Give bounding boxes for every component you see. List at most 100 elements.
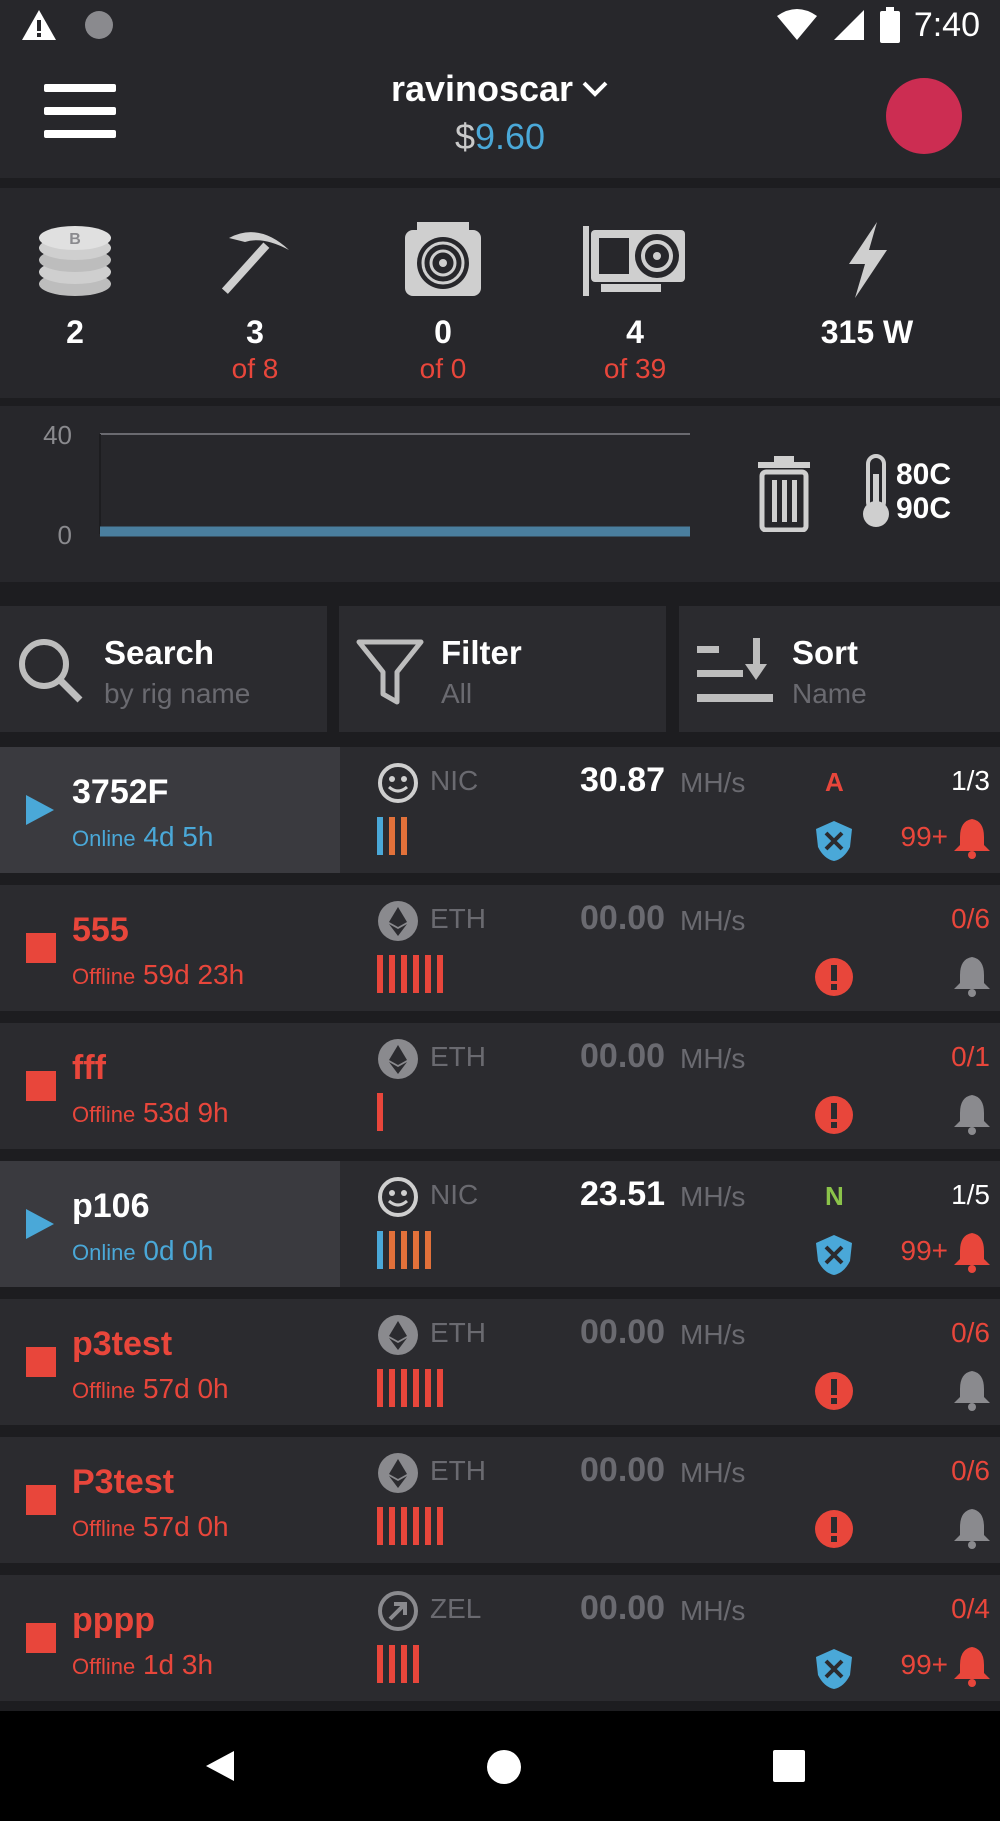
rig-status-toggle[interactable]	[24, 1483, 58, 1522]
stat-power[interactable]: 315 W	[790, 220, 944, 351]
rig-uptime: 4d 5h	[143, 821, 214, 852]
rig-uptime: 0d 0h	[143, 1235, 214, 1266]
rig-notifications[interactable]: 99+	[901, 1643, 993, 1687]
filter-title: Filter	[441, 634, 522, 671]
rig-status-toggle[interactable]	[24, 1345, 58, 1384]
bell-icon	[954, 1371, 990, 1411]
rig-name: p3test	[72, 1325, 173, 1363]
rig-hashrate: 00.00	[580, 899, 666, 937]
rig-status-toggle[interactable]	[24, 1621, 58, 1660]
hashrate-unit: MH/s	[680, 1043, 746, 1074]
rig-status-toggle[interactable]	[24, 793, 56, 832]
thermometer-icon	[863, 454, 889, 527]
trash-icon[interactable]	[756, 456, 812, 532]
account-balance: $9.60	[0, 116, 1000, 158]
error-alert-icon	[815, 1372, 853, 1410]
rig-uptime: 57d 0h	[142, 1511, 229, 1542]
stat-gpus[interactable]: 4 of 39	[560, 220, 710, 385]
rig-row[interactable]: 555 Offline 59d 23h ETH 00.00 MH/s 0/6	[0, 885, 1000, 1011]
stop-icon	[26, 933, 56, 963]
bell-icon	[954, 957, 990, 997]
rig-status-toggle[interactable]	[24, 931, 58, 970]
asic-icon	[405, 222, 481, 296]
rig-row[interactable]: p3test Offline 57d 0h ETH 00.00 MH/s 0/6	[0, 1299, 1000, 1425]
rig-state: Offline	[72, 1516, 136, 1541]
stat-rigs[interactable]: 3 of 8	[180, 220, 330, 385]
clock: 7:40	[913, 5, 980, 44]
bell-icon	[954, 1233, 990, 1273]
gpu-status-bars	[377, 1093, 383, 1131]
rig-summary[interactable]: fff Offline 53d 9h	[0, 1023, 340, 1149]
stat-coins[interactable]: B 2	[0, 220, 150, 351]
stat-asics[interactable]: 0 of 0	[368, 220, 518, 385]
gpu-status-bar	[389, 1507, 395, 1545]
rig-gpu-count: 0/1	[951, 1041, 990, 1072]
wifi-icon	[776, 9, 817, 40]
hashrate-unit: MH/s	[680, 1595, 746, 1626]
rig-notifications[interactable]: 99+	[901, 815, 993, 859]
search-button[interactable]: Search by rig name	[0, 606, 327, 732]
rig-notifications[interactable]	[952, 1091, 992, 1135]
temperature-thresholds[interactable]: 80C 90C	[858, 454, 951, 530]
rig-row[interactable]: 3752F Online 4d 5h NIC 30.87 MH/s A 1/3 99+	[0, 747, 1000, 873]
recents-icon	[773, 1750, 805, 1782]
rig-gpu-count: 0/6	[951, 903, 990, 934]
sort-button[interactable]: Sort Name	[679, 606, 1000, 732]
menu-button[interactable]	[44, 84, 116, 146]
summary-stats: B 2 3 of 8 0 of 0 4 of 39	[0, 188, 1000, 398]
filter-button[interactable]: Filter All	[339, 606, 666, 732]
rig-summary[interactable]: P3test Offline 57d 0h	[0, 1437, 340, 1563]
rig-status-toggle[interactable]	[24, 1069, 58, 1108]
hashrate-chart: 40 0	[43, 420, 690, 550]
rig-summary[interactable]: p3test Offline 57d 0h	[0, 1299, 340, 1425]
temp-threshold-1: 80C	[896, 458, 952, 491]
rig-summary[interactable]: pppp Offline 1d 3h	[0, 1575, 340, 1701]
avatar[interactable]	[886, 78, 962, 154]
rig-status-toggle[interactable]	[24, 1207, 56, 1246]
back-icon	[206, 1751, 234, 1781]
rig-row[interactable]: P3test Offline 57d 0h ETH 00.00 MH/s 0/6	[0, 1437, 1000, 1563]
rig-gpu-count: 1/5	[951, 1179, 990, 1210]
rig-coin: ETH	[430, 903, 486, 934]
rig-summary[interactable]: p106 Online 0d 0h	[0, 1161, 340, 1287]
rig-summary[interactable]: 3752F Online 4d 5h	[0, 747, 340, 873]
bell-icon	[954, 819, 990, 859]
coin-icon-wrap	[376, 1175, 420, 1224]
rig-notifications[interactable]	[952, 953, 992, 997]
pool-shield-icon	[816, 821, 852, 861]
account-name-row[interactable]: ravinoscar	[391, 68, 609, 110]
sort-title: Sort	[792, 634, 858, 671]
balance-amount: 9.60	[474, 116, 546, 157]
hashrate-unit: MH/s	[680, 767, 746, 798]
back-button[interactable]	[204, 1749, 236, 1788]
gpu-status-bar	[401, 817, 407, 855]
rig-coin: ETH	[430, 1041, 486, 1072]
rig-row[interactable]: fff Offline 53d 9h ETH 00.00 MH/s 0/1	[0, 1023, 1000, 1149]
rig-name: P3test	[72, 1463, 175, 1501]
recents-button[interactable]	[772, 1749, 806, 1788]
gpu-status-bar	[401, 1645, 407, 1683]
rig-notifications[interactable]: 99+	[901, 1229, 993, 1273]
gpu-status-bar	[377, 1231, 383, 1269]
account-switcher[interactable]: ravinoscar $9.60	[0, 68, 1000, 158]
home-button[interactable]	[486, 1749, 522, 1790]
rig-summary[interactable]: 555 Offline 59d 23h	[0, 885, 340, 1011]
rig-notifications[interactable]	[952, 1367, 992, 1411]
chart-y-tick-label: 0	[58, 520, 72, 550]
rig-notifications[interactable]	[952, 1505, 992, 1549]
gpu-status-bar	[413, 1231, 419, 1269]
rig-row[interactable]: pppp Offline 1d 3h ZEL 00.00 MH/s 0/4 99+	[0, 1575, 1000, 1701]
gpu-status-bar	[389, 1231, 395, 1269]
rig-coin: NIC	[430, 765, 479, 796]
temp-threshold-2: 90C	[896, 492, 952, 525]
menu-icon	[44, 84, 116, 92]
rig-name: 555	[72, 911, 129, 949]
rig-name: pppp	[72, 1601, 156, 1639]
rig-uptime: 59d 23h	[142, 959, 245, 990]
gpu-status-bar	[401, 1369, 407, 1407]
account-name: ravinoscar	[390, 68, 574, 109]
list-controls: Search by rig name Filter All Sort Name	[0, 606, 1000, 732]
gpu-status-bar	[377, 1093, 383, 1131]
rig-state-uptime: Online 0d 0h	[72, 1235, 213, 1267]
rig-row[interactable]: p106 Online 0d 0h NIC 23.51 MH/s N 1/5 99+	[0, 1161, 1000, 1287]
